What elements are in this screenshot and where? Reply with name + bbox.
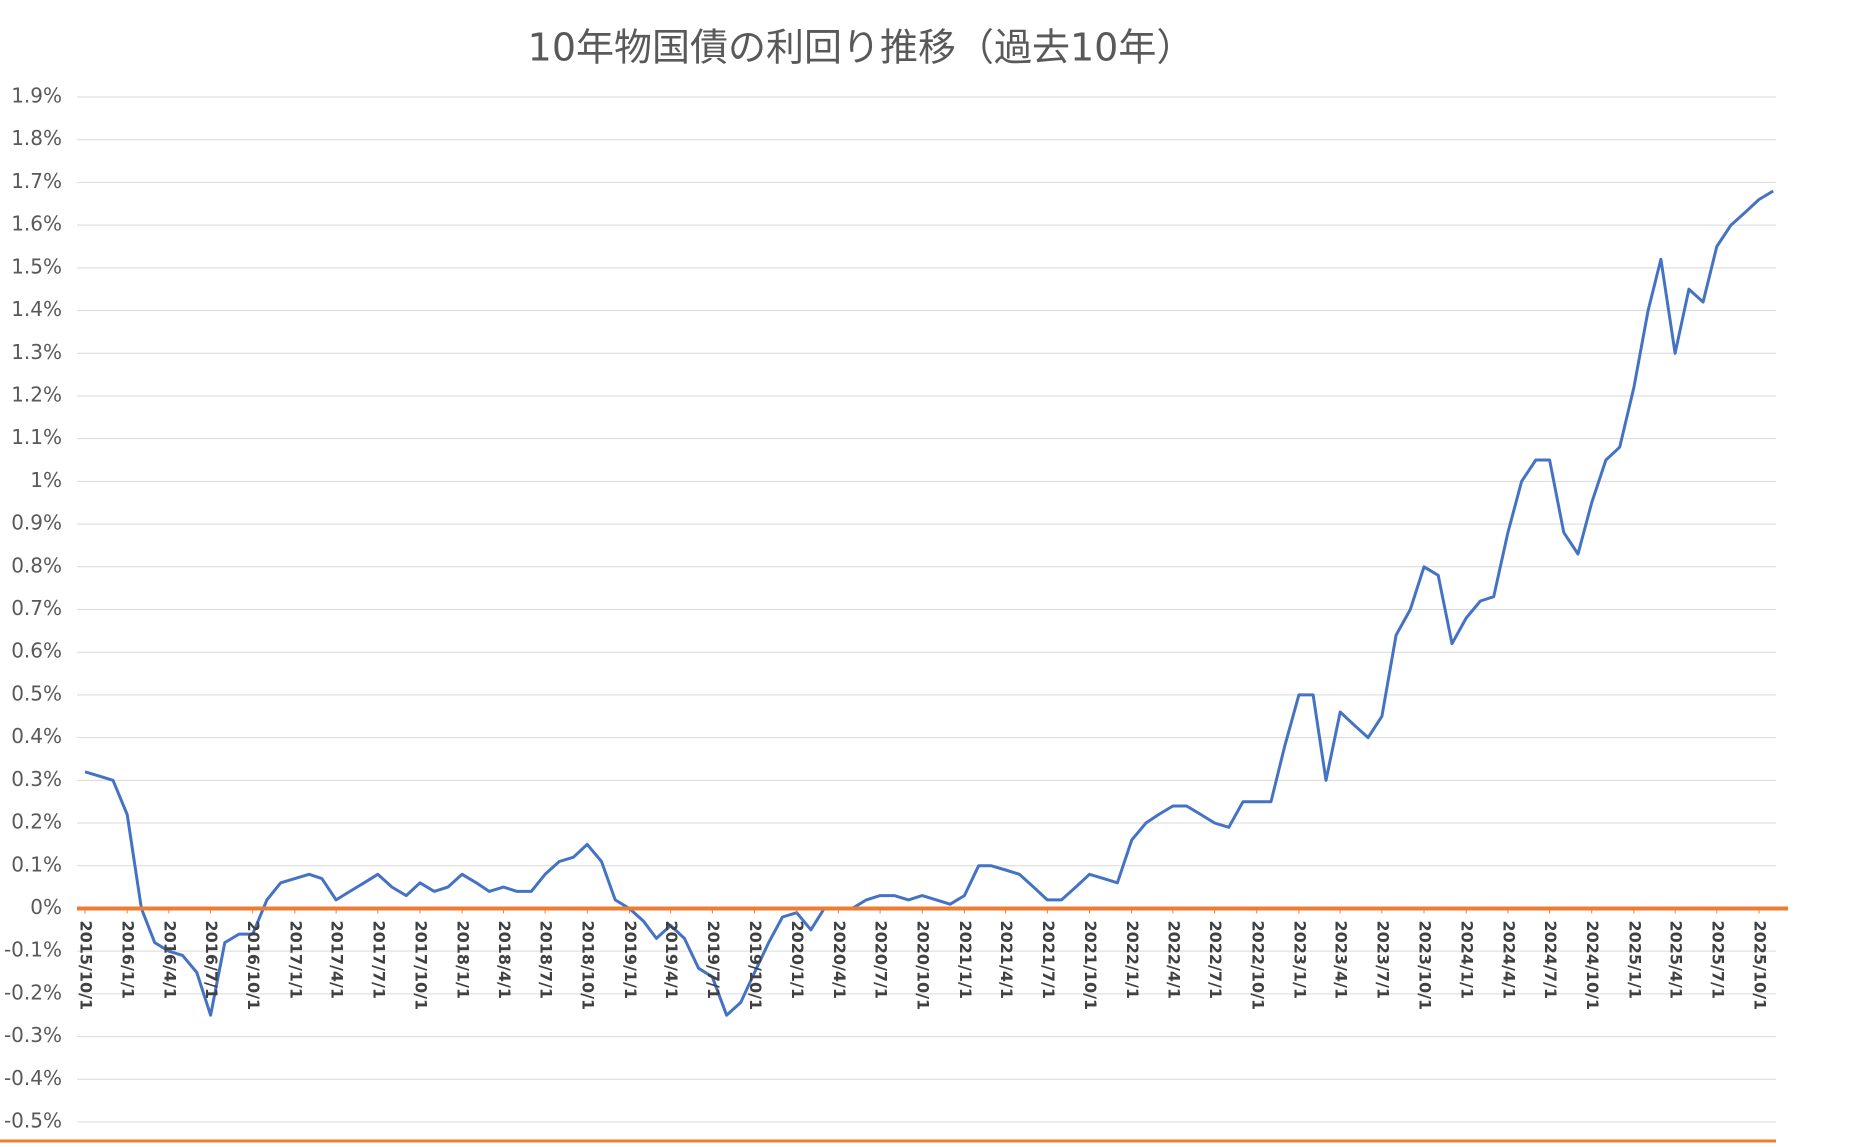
- y-tick-label: 1.9%: [11, 84, 62, 108]
- y-tick-label: 0.5%: [11, 681, 62, 705]
- x-tick-label: 2016/10/1: [244, 921, 263, 1011]
- y-tick-label: 1.5%: [11, 254, 62, 278]
- x-tick-label: 2020/1/1: [788, 921, 807, 999]
- y-tick-label: 0.6%: [11, 639, 62, 663]
- x-tick-label: 2020/7/1: [872, 921, 891, 999]
- y-tick-label: 0.1%: [11, 852, 62, 876]
- x-tick-label: 2024/10/1: [1583, 921, 1602, 1011]
- x-tick-label: 2017/7/1: [369, 921, 388, 999]
- y-tick-label: 0.8%: [11, 553, 62, 577]
- y-tick-label: 1.1%: [11, 425, 62, 449]
- y-tick-label: 1.3%: [11, 340, 62, 364]
- x-tick-label: 2023/1/1: [1290, 921, 1309, 999]
- x-tick-label: 2025/4/1: [1667, 921, 1686, 999]
- y-tick-label: -0.5%: [4, 1109, 62, 1133]
- y-tick-label: 1%: [30, 468, 62, 492]
- y-tick-label: -0.3%: [4, 1023, 62, 1047]
- x-tick-label: 2022/7/1: [1206, 921, 1225, 999]
- y-tick-label: 0.9%: [11, 511, 62, 535]
- x-tick-label: 2019/7/1: [704, 921, 723, 999]
- y-tick-label: 0.3%: [11, 767, 62, 791]
- y-tick-label: 0.4%: [11, 724, 62, 748]
- y-tick-label: -0.2%: [4, 980, 62, 1004]
- x-tick-label: 2016/1/1: [119, 921, 138, 999]
- x-tick-label: 2020/4/1: [830, 921, 849, 999]
- x-tick-label: 2017/4/1: [328, 921, 347, 999]
- y-tick-label: 1.8%: [11, 126, 62, 150]
- y-tick-label: 1.4%: [11, 297, 62, 321]
- x-tick-label: 2023/7/1: [1373, 921, 1392, 999]
- x-tick-label: 2025/7/1: [1708, 921, 1727, 999]
- x-tick-label: 2024/7/1: [1541, 921, 1560, 999]
- x-tick-label: 2018/7/1: [537, 921, 556, 999]
- x-tick-label: 2022/1/1: [1123, 921, 1142, 999]
- x-tick-label: 2017/10/1: [412, 921, 431, 1011]
- x-tick-label: 2021/1/1: [956, 921, 975, 999]
- x-tick-label: 2025/10/1: [1751, 921, 1770, 1011]
- x-tick-label: 2024/1/1: [1458, 921, 1477, 999]
- x-tick-label: 2024/4/1: [1499, 921, 1518, 999]
- x-tick-label: 2022/4/1: [1164, 921, 1183, 999]
- x-tick-label: 2021/7/1: [1039, 921, 1058, 999]
- chart-title: 10年物国債の利回り推移（過去10年）: [528, 26, 1195, 70]
- y-tick-label: 0%: [30, 895, 62, 919]
- y-tick-label: 1.6%: [11, 212, 62, 236]
- x-tick-label: 2015/10/1: [77, 921, 96, 1011]
- x-tick-label: 2021/10/1: [1081, 921, 1100, 1011]
- x-tick-label: 2025/1/1: [1625, 921, 1644, 999]
- y-tick-label: 0.2%: [11, 810, 62, 834]
- x-tick-label: 2016/7/1: [202, 921, 221, 999]
- x-tick-label: 2018/10/1: [579, 921, 598, 1011]
- y-tick-label: 0.7%: [11, 596, 62, 620]
- y-tick-label: 1.7%: [11, 169, 62, 193]
- y-tick-label: 1.2%: [11, 382, 62, 406]
- x-tick-label: 2019/1/1: [621, 921, 640, 999]
- x-tick-label: 2018/1/1: [454, 921, 473, 999]
- x-tick-label: 2022/10/1: [1248, 921, 1267, 1011]
- x-tick-label: 2017/1/1: [286, 921, 305, 999]
- y-tick-label: -0.4%: [4, 1066, 62, 1090]
- x-tick-label: 2019/4/1: [662, 921, 681, 999]
- x-tick-label: 2016/4/1: [160, 921, 179, 999]
- x-tick-label: 2020/10/1: [914, 921, 933, 1011]
- x-tick-label: 2018/4/1: [495, 921, 514, 999]
- x-tick-label: 2019/10/1: [746, 921, 765, 1011]
- yield-line: [84, 189, 1774, 1017]
- x-tick-label: 2021/4/1: [997, 921, 1016, 999]
- x-tick-label: 2023/4/1: [1332, 921, 1351, 999]
- x-tick-label: 2023/10/1: [1416, 921, 1435, 1011]
- y-tick-label: -0.1%: [4, 938, 62, 962]
